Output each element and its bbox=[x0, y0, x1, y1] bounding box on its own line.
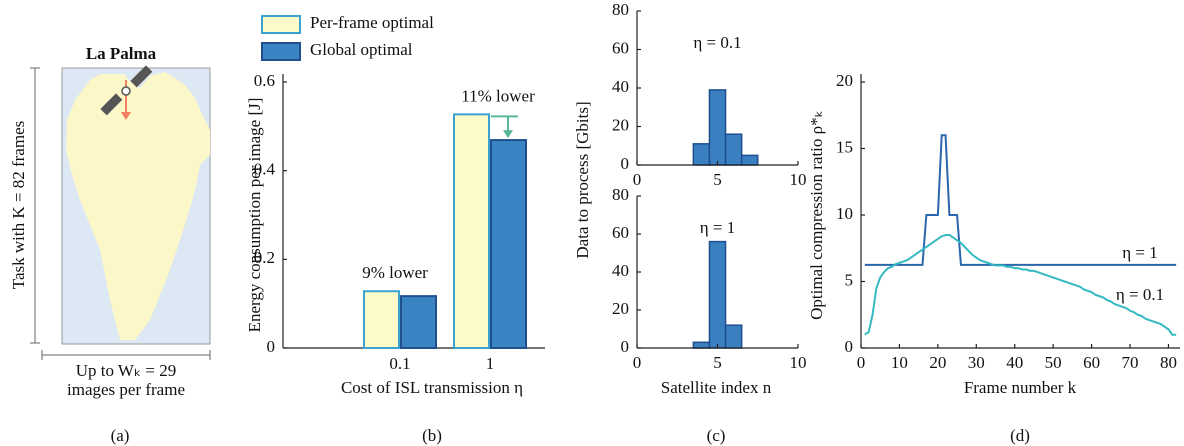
x-label: Up to Wₖ = 29 bbox=[76, 361, 177, 380]
y-tick-label: 0 bbox=[621, 154, 630, 173]
annotation-arrowhead bbox=[503, 130, 513, 139]
caption: (c) bbox=[707, 426, 726, 445]
x-tick-label: 10 bbox=[790, 170, 807, 189]
y-tick-label: 80 bbox=[612, 0, 629, 19]
y-tick-label: 0.6 bbox=[254, 71, 275, 90]
subplot-title: η = 0.1 bbox=[693, 33, 741, 52]
y-tick-label: 20 bbox=[836, 71, 853, 90]
series-label: η = 0.1 bbox=[1116, 285, 1164, 304]
x-label: Cost of ISL transmission η bbox=[341, 378, 523, 397]
x-tick-label: 1 bbox=[486, 354, 495, 373]
x-tick-label: 30 bbox=[968, 353, 985, 372]
y-tick-label: 20 bbox=[612, 299, 629, 318]
x-tick-label: 10 bbox=[891, 353, 908, 372]
x-label: Frame number k bbox=[964, 378, 1077, 397]
y-tick-label: 5 bbox=[845, 270, 854, 289]
x-tick-label: 0 bbox=[633, 170, 642, 189]
histogram-bar bbox=[692, 341, 711, 349]
legend-label: Per-frame optimal bbox=[310, 13, 434, 32]
map-panel: La Palma Task with K = 82 frames Up to W… bbox=[9, 44, 211, 445]
x-tick-label: 40 bbox=[1006, 353, 1023, 372]
y-label: Energy consumption per image [J] bbox=[245, 98, 264, 333]
y-tick-label: 20 bbox=[612, 115, 629, 134]
series-label: η = 1 bbox=[1122, 243, 1157, 262]
island bbox=[66, 72, 210, 340]
legend-swatch bbox=[261, 42, 301, 61]
histogram-bar bbox=[740, 154, 759, 166]
bar bbox=[453, 113, 490, 350]
x-tick-label: 10 bbox=[790, 353, 807, 372]
histogram-bar bbox=[692, 143, 711, 166]
y-tick-label: 60 bbox=[612, 223, 629, 242]
x-label: images per frame bbox=[67, 380, 185, 399]
x-tick-label: 5 bbox=[713, 353, 722, 372]
x-tick-label: 0 bbox=[857, 353, 866, 372]
y-tick-label: 80 bbox=[612, 185, 629, 204]
y-tick-label: 60 bbox=[612, 38, 629, 57]
y-label: Data to process [Gbits] bbox=[573, 101, 592, 258]
legend-label: Global optimal bbox=[310, 40, 413, 59]
subplot-title: η = 1 bbox=[700, 218, 735, 237]
bar bbox=[490, 139, 527, 349]
histogram-bar bbox=[708, 240, 727, 349]
annotation: 11% lower bbox=[461, 86, 535, 105]
x-tick-label: 70 bbox=[1122, 353, 1139, 372]
y-tick-label: 40 bbox=[612, 261, 629, 280]
x-tick-label: 20 bbox=[929, 353, 946, 372]
caption: (d) bbox=[1010, 426, 1030, 445]
caption: (a) bbox=[111, 426, 130, 445]
histogram-bar bbox=[724, 133, 743, 166]
bar bbox=[400, 295, 437, 350]
y-tick-label: 15 bbox=[836, 137, 853, 156]
caption: (b) bbox=[422, 426, 442, 445]
map-title: La Palma bbox=[86, 44, 157, 63]
x-tick-label: 80 bbox=[1160, 353, 1177, 372]
y-label: Optimal compression ratio ρ*ₖ bbox=[807, 110, 826, 320]
y-tick-label: 0 bbox=[845, 337, 854, 356]
y-tick-label: 0.2 bbox=[254, 248, 275, 267]
y-tick-label: 0.4 bbox=[254, 160, 276, 179]
x-tick-label: 50 bbox=[1045, 353, 1062, 372]
y-tick-label: 40 bbox=[612, 77, 629, 96]
bar bbox=[363, 290, 400, 349]
histogram-bar bbox=[724, 324, 743, 349]
y-label: Task with K = 82 frames bbox=[9, 121, 28, 289]
x-tick-label: 5 bbox=[713, 170, 722, 189]
histogram-bar bbox=[708, 89, 727, 166]
y-tick-label: 0 bbox=[621, 337, 630, 356]
line bbox=[864, 233, 1177, 336]
x-label: Satellite index n bbox=[661, 378, 772, 397]
y-tick-label: 0 bbox=[267, 337, 276, 356]
y-tick-label: 10 bbox=[836, 204, 853, 223]
x-tick-label: 60 bbox=[1083, 353, 1100, 372]
satellite-icon bbox=[100, 65, 153, 120]
legend-swatch bbox=[261, 15, 301, 34]
annotation: 9% lower bbox=[362, 263, 428, 282]
x-tick-label: 0 bbox=[633, 353, 642, 372]
line bbox=[864, 134, 1177, 266]
x-tick-label: 0.1 bbox=[389, 354, 410, 373]
